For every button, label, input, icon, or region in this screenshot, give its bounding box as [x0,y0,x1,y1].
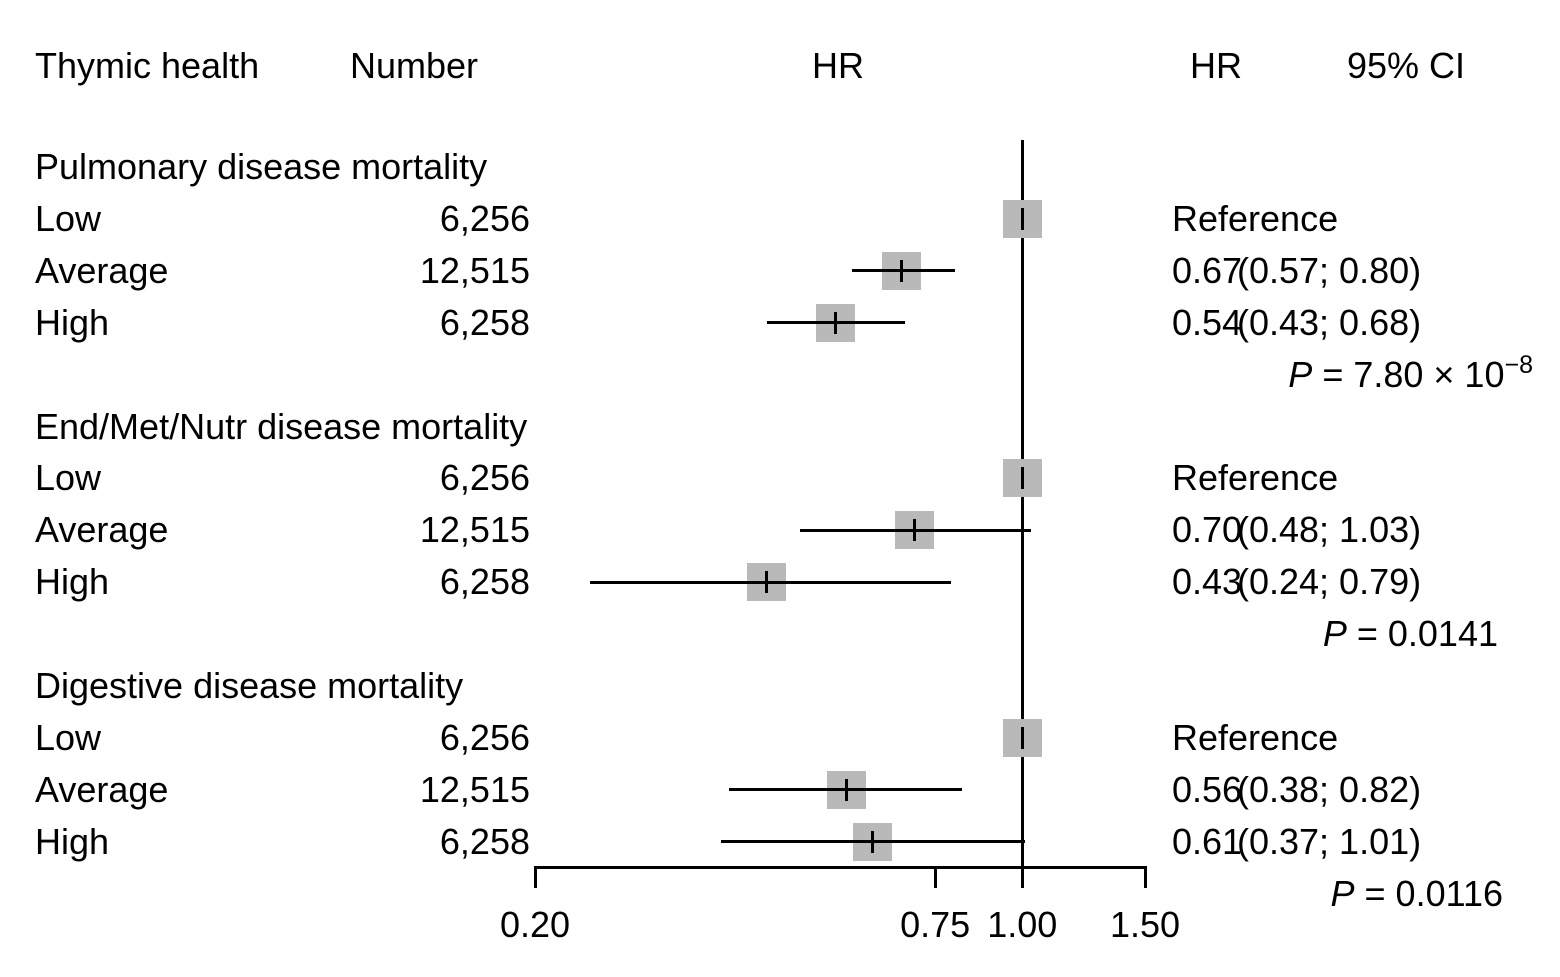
row-hr-value: 0.70 [1172,509,1243,551]
p-value-symbol: P [1330,872,1355,914]
row-label: Average [35,249,169,291]
ci-line [852,269,955,273]
column-header-number: Number [350,45,479,86]
row-number: 6,258 [439,561,530,603]
x-axis-tick [533,866,537,888]
row-number: 12,515 [419,509,530,551]
row-hr-value: 0.67 [1172,249,1243,291]
p-value-text: = 7.80 × 10 [1312,353,1505,395]
x-axis-tick [1020,866,1024,888]
x-axis-tick [933,866,937,888]
column-header-ci: 95% CI [1347,45,1466,86]
row-ci-text: Reference [1172,197,1339,239]
x-axis-tick-label: 1.50 [1109,904,1181,945]
hr-point-tick [1020,207,1024,230]
row-number: 12,515 [419,768,530,810]
hr-point-tick [1020,467,1024,490]
row-label: Low [35,457,102,499]
hr-point-tick [834,311,838,334]
row-label: High [35,820,110,862]
row-ci-text: Reference [1172,457,1339,499]
row-number: 6,258 [439,820,530,862]
row-label: Low [35,197,102,239]
row-label: Low [35,716,102,758]
row-hr-value: 0.56 [1172,768,1243,810]
hr-point-tick [912,519,916,542]
x-axis-tick-label: 1.00 [987,904,1058,945]
column-header-hr-plot: HR [812,45,864,86]
row-ci-text: (0.43; 0.68) [1237,301,1422,343]
row-number: 6,258 [439,301,530,343]
p-value-text: = 0.0141 [1346,613,1498,655]
row-label: Average [35,768,169,810]
row-ci-text: (0.24; 0.79) [1237,561,1422,603]
p-value: P = 0.0141 [1323,616,1498,652]
p-value-text: = 0.0116 [1354,872,1503,914]
p-value-symbol: P [1322,613,1347,655]
group-title: Digestive disease mortality [35,665,464,706]
row-number: 6,256 [439,197,530,239]
column-header-thymic-health: Thymic health [35,45,260,86]
p-value: P = 7.80 × 10−8 [1288,352,1533,395]
row-ci-text: (0.37; 1.01) [1237,820,1422,862]
row-number: 12,515 [419,249,530,291]
row-label: High [35,301,110,343]
x-axis-tick [1143,866,1147,888]
column-header-hr-value: HR [1190,45,1242,86]
p-value-exponent: −8 [1504,350,1533,379]
p-value-symbol: P [1288,353,1313,395]
ci-line [590,580,951,584]
hr-point-tick [899,259,903,282]
row-number: 6,256 [439,457,530,499]
hr-point-tick [765,571,769,594]
row-label: Average [35,509,169,551]
row-ci-text: (0.48; 1.03) [1237,509,1422,551]
reference-line [1020,140,1024,869]
x-axis-tick-label: 0.75 [900,904,971,945]
x-axis-tick-label: 0.20 [499,904,571,945]
row-label: High [35,561,110,603]
hr-point-tick [845,778,849,801]
row-ci-text: (0.38; 0.82) [1237,768,1422,810]
row-ci-text: Reference [1172,716,1339,758]
hr-point-tick [871,830,875,853]
row-ci-text: (0.57; 0.80) [1237,249,1422,291]
row-hr-value: 0.43 [1172,561,1243,603]
group-title: Pulmonary disease mortality [35,146,488,187]
row-number: 6,256 [439,716,530,758]
group-title: End/Met/Nutr disease mortality [35,405,528,447]
p-value: P = 0.0116 [1330,872,1503,914]
row-hr-value: 0.54 [1172,301,1243,343]
row-hr-value: 0.61 [1172,820,1243,862]
hr-point-tick [1020,726,1024,749]
x-axis [535,866,1145,869]
